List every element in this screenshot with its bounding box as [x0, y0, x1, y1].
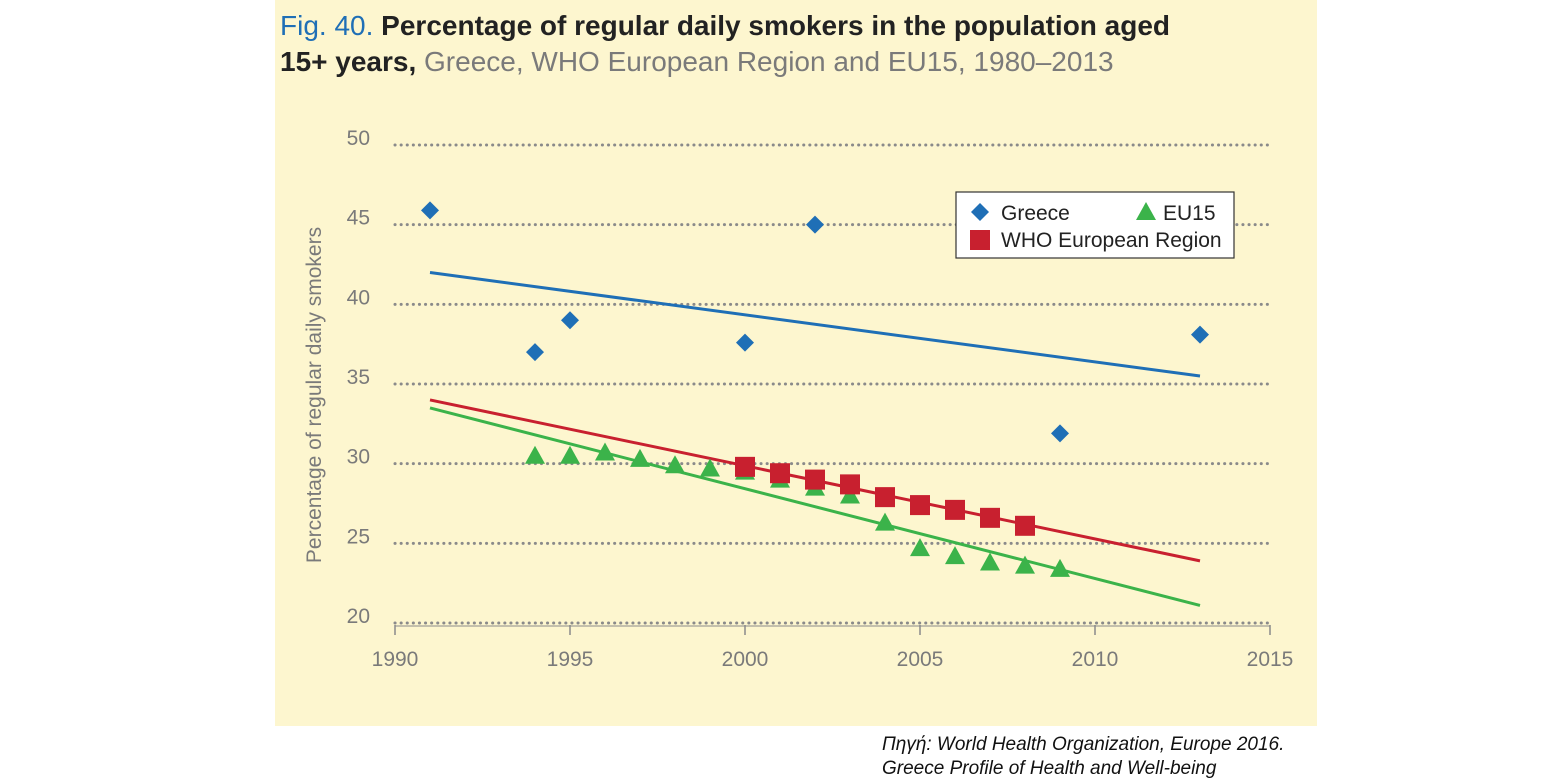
- x-tick-label: 1990: [372, 648, 419, 671]
- x-tick-label: 2010: [1072, 648, 1119, 671]
- legend-label: Greece: [1001, 202, 1070, 225]
- y-tick-label: 50: [347, 127, 370, 150]
- figure-title: Fig. 40. Percentage of regular daily smo…: [280, 8, 1310, 80]
- legend-box: [955, 191, 1235, 259]
- x-tick-label: 2015: [1247, 648, 1294, 671]
- point-who-european-region: [770, 463, 790, 484]
- point-eu15: [945, 546, 965, 565]
- x-tick-label: 2005: [897, 648, 944, 671]
- point-eu15: [875, 512, 895, 531]
- figure-panel: [275, 0, 1317, 726]
- point-eu15: [665, 455, 685, 474]
- point-eu15: [525, 445, 545, 464]
- point-who-european-region: [840, 474, 860, 495]
- point-eu15: [980, 552, 1000, 571]
- source-caption: Πηγή: World Health Organization, Europe …: [882, 733, 1284, 781]
- title-line-2: 15+ years,: [280, 46, 417, 77]
- point-greece: [806, 215, 824, 234]
- y-tick-label: 20: [347, 605, 370, 628]
- point-greece: [1051, 424, 1069, 443]
- legend-marker-who-european-region: [970, 230, 990, 250]
- point-who-european-region: [805, 469, 825, 490]
- point-who-european-region: [980, 507, 1000, 528]
- point-eu15: [910, 538, 930, 557]
- point-eu15: [700, 458, 720, 477]
- y-tick-label: 45: [347, 207, 370, 230]
- y-tick-label: 40: [347, 286, 370, 309]
- point-greece: [1191, 325, 1209, 344]
- point-eu15: [630, 448, 650, 467]
- legend-marker-greece: [971, 203, 989, 221]
- point-eu15: [595, 442, 615, 461]
- point-who-european-region: [945, 499, 965, 520]
- point-eu15: [1015, 555, 1035, 574]
- y-tick-label: 35: [347, 366, 370, 389]
- point-greece: [526, 343, 544, 362]
- caption-line-2: Greece Profile of Health and Well-being: [882, 758, 1217, 779]
- x-tick-label: 2000: [722, 648, 769, 671]
- trendline-greece: [429, 270, 1201, 378]
- point-who-european-region: [875, 487, 895, 508]
- title-line-1: Percentage of regular daily smokers in t…: [381, 10, 1171, 41]
- y-tick-label: 25: [347, 525, 370, 548]
- subtitle: Greece, WHO European Region and EU15, 19…: [424, 46, 1114, 77]
- point-eu15: [1050, 558, 1070, 577]
- figure-label: Fig. 40.: [280, 10, 374, 41]
- point-who-european-region: [910, 495, 930, 516]
- point-greece: [561, 311, 579, 330]
- x-tick-label: 1995: [547, 648, 594, 671]
- point-greece: [736, 333, 754, 352]
- legend-label: EU15: [1163, 202, 1216, 225]
- trendline-eu15: [429, 406, 1201, 607]
- point-greece: [421, 201, 439, 220]
- point-eu15: [840, 485, 860, 504]
- legend-marker-eu15: [1136, 202, 1156, 220]
- y-tick-label: 30: [347, 446, 370, 469]
- y-axis-label: Percentage of regular daily smokers: [303, 227, 326, 563]
- point-who-european-region: [735, 456, 755, 477]
- point-who-european-region: [1015, 515, 1035, 536]
- caption-line-1: Πηγή: World Health Organization, Europe …: [882, 734, 1285, 755]
- point-eu15: [560, 445, 580, 464]
- legend-label: WHO European Region: [1001, 229, 1222, 252]
